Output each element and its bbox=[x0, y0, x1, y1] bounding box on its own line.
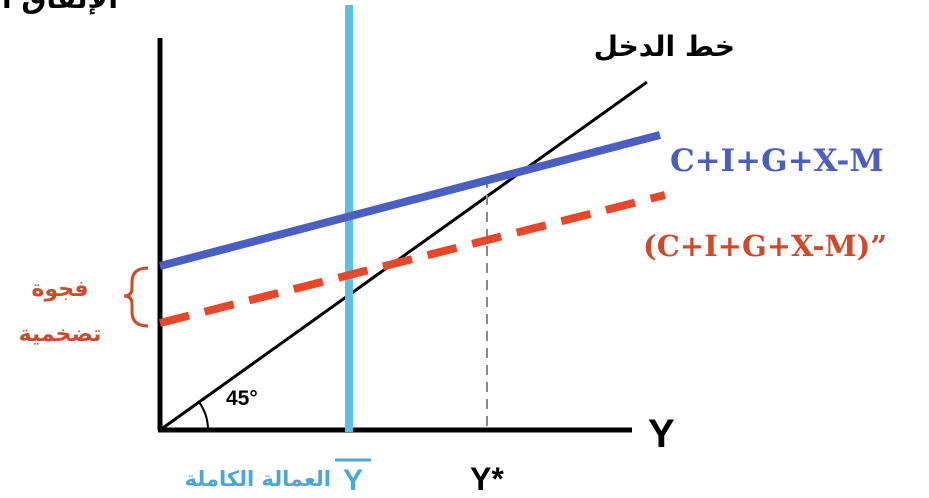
income-line bbox=[159, 80, 648, 432]
aggregate-expenditure-2-label: (C+I+G+X-M)” bbox=[643, 229, 887, 263]
top-left-axis-label: الإنفاق الكلي bbox=[0, 0, 118, 15]
aggregate-expenditure-dashed-line bbox=[159, 191, 666, 327]
x-axis-label: Y bbox=[648, 412, 675, 456]
gap-brace-icon bbox=[123, 266, 149, 328]
inflationary-gap-line1: فجوة bbox=[31, 277, 88, 302]
angle-label: 45° bbox=[226, 387, 258, 410]
aggregate-expenditure-label: C+I+G+X-M bbox=[670, 143, 884, 179]
equilibrium-label: Y* bbox=[470, 461, 504, 497]
full-employment-label: العمالة الكاملة bbox=[185, 467, 331, 491]
aggregate-expenditure-line bbox=[158, 131, 662, 270]
income-line-label: خط الدخل bbox=[594, 30, 735, 63]
full-employment-symbol: Y bbox=[343, 464, 363, 497]
inflationary-gap-line2: تضخمية bbox=[19, 322, 102, 347]
angle-arc bbox=[198, 401, 210, 431]
